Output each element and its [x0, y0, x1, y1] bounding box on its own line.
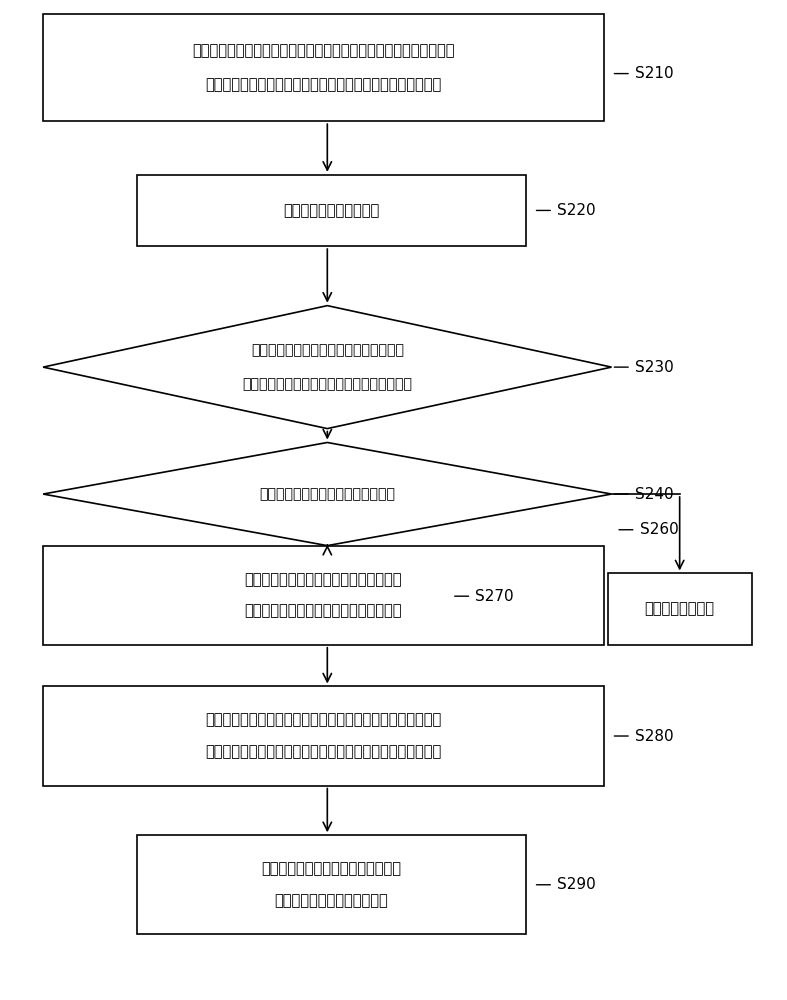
- Bar: [136, 835, 526, 934]
- Bar: [43, 14, 604, 121]
- Text: 户状态变化信息与控制指令的对应关系，获得对应的控制指令: 户状态变化信息与控制指令的对应关系，获得对应的控制指令: [205, 744, 442, 759]
- Bar: [43, 686, 604, 786]
- Polygon shape: [43, 442, 611, 546]
- Polygon shape: [43, 306, 611, 429]
- Text: S220: S220: [557, 203, 596, 218]
- Text: 判断用户的出行行为是否是第一预设出行行为: 判断用户的出行行为是否是第一预设出行行为: [242, 377, 412, 391]
- Text: S290: S290: [557, 877, 596, 892]
- Bar: [608, 573, 752, 645]
- Text: 判断所述电器设备是否处于工作状态: 判断所述电器设备是否处于工作状态: [259, 487, 395, 501]
- Text: 根据返回时间和第一用户生理信息，查询预设控制指令表中用: 根据返回时间和第一用户生理信息，查询预设控制指令表中用: [205, 713, 442, 728]
- Text: 根据历史出行记录和用户状态变化信息，: 根据历史出行记录和用户状态变化信息，: [251, 343, 404, 357]
- Text: S240: S240: [635, 487, 674, 502]
- Text: 当用户的当前位置在预设区域外时，获取用户的用户状态变化信息；: 当用户的当前位置在预设区域外时，获取用户的用户状态变化信息；: [192, 43, 455, 58]
- Bar: [136, 175, 526, 246]
- Text: 判断用户出行行为是第二预设出行行为，: 判断用户出行行为是第二预设出行行为，: [245, 572, 402, 587]
- Bar: [43, 546, 604, 645]
- Text: 获取用户的历史出行记录: 获取用户的历史出行记录: [283, 203, 379, 218]
- Text: 控制关闭电器设备: 控制关闭电器设备: [645, 602, 715, 617]
- Text: S280: S280: [635, 729, 674, 744]
- Text: 所述用户状态变化信息包括当前移动信息、第一用户生理信息: 所述用户状态变化信息包括当前移动信息、第一用户生理信息: [205, 77, 442, 92]
- Text: 制指令相对应的目标工作状态: 制指令相对应的目标工作状态: [275, 893, 388, 908]
- Text: 获得用户返回至所述预设区域的返回时间: 获得用户返回至所述预设区域的返回时间: [245, 604, 402, 619]
- Text: S260: S260: [640, 522, 678, 537]
- Text: S230: S230: [635, 360, 674, 375]
- Text: 电器设备根据控制指令，切换至与控: 电器设备根据控制指令，切换至与控: [261, 861, 401, 876]
- Text: S210: S210: [635, 66, 674, 81]
- Text: S270: S270: [475, 589, 514, 604]
